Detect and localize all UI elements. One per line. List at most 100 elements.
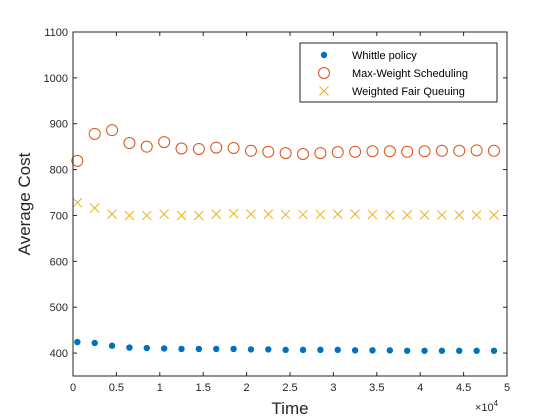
data-point-series-0 <box>473 347 480 354</box>
data-point-series-0 <box>317 346 324 354</box>
data-point-series-2 <box>228 208 239 219</box>
data-point-series-1 <box>106 124 119 137</box>
data-point-series-1 <box>383 145 396 158</box>
data-point-series-1 <box>210 141 223 154</box>
data-point-series-0 <box>282 346 289 354</box>
data-point-series-0 <box>438 347 446 354</box>
data-point-series-2 <box>402 210 413 220</box>
y-tick-label: 500 <box>50 302 68 314</box>
data-point-series-2 <box>315 209 326 220</box>
data-point-series-0 <box>195 345 203 353</box>
data-point-series-2 <box>211 209 222 219</box>
y-tick-label: 1100 <box>44 27 68 39</box>
data-point-series-1 <box>435 144 448 157</box>
y-tick-label: 700 <box>50 210 68 222</box>
x-tick-label: 1 <box>157 382 163 394</box>
data-point-series-1 <box>71 154 84 167</box>
data-point-series-1 <box>401 145 414 158</box>
data-point-series-1 <box>418 145 431 158</box>
data-point-series-2 <box>489 210 499 220</box>
data-point-series-2 <box>159 209 169 219</box>
data-point-series-0 <box>369 347 376 354</box>
data-point-series-0 <box>213 345 220 353</box>
legend-marker <box>320 51 328 59</box>
data-point-series-2 <box>141 210 152 221</box>
data-point-series-1 <box>349 145 362 158</box>
data-point-series-1 <box>227 142 240 155</box>
data-point-series-0 <box>143 344 150 352</box>
data-point-series-1 <box>88 127 101 140</box>
data-point-series-1 <box>297 148 310 161</box>
data-point-series-2 <box>89 203 100 213</box>
data-point-series-0 <box>247 346 255 353</box>
data-marks <box>71 124 500 354</box>
y-tick-label: 1000 <box>44 73 68 85</box>
data-point-series-0 <box>351 347 359 354</box>
data-point-series-1 <box>314 147 327 160</box>
x-tick-label: 0.5 <box>109 382 124 394</box>
x-tick-label: 4.5 <box>456 382 471 394</box>
data-point-series-1 <box>279 147 292 160</box>
data-point-series-0 <box>265 346 272 353</box>
data-point-series-1 <box>366 145 379 158</box>
data-point-series-2 <box>471 210 482 220</box>
data-point-series-1 <box>470 144 483 157</box>
data-point-series-2 <box>124 210 135 221</box>
data-point-series-2 <box>350 209 360 219</box>
data-point-series-0 <box>490 347 498 354</box>
data-point-series-0 <box>126 344 133 351</box>
data-point-series-2 <box>454 210 465 220</box>
x-tick-label: 5 <box>504 382 510 394</box>
x-tick-label: 2 <box>244 382 250 394</box>
axis-ticks: 0 0.5 1 1.5 2 2.5 3 3.5 4 4.5 5 400 500 600 700 800 900 1… <box>44 27 511 394</box>
data-point-series-2 <box>419 210 430 220</box>
data-point-series-1 <box>453 144 466 157</box>
x-tick-label: 3 <box>330 382 336 394</box>
legend-entry-label: Whittle policy <box>352 50 417 62</box>
x-axis-multiplier-exponent: 4 <box>494 399 499 408</box>
x-tick-label: 4 <box>417 382 423 394</box>
data-point-series-1 <box>331 146 344 159</box>
y-tick-label: 600 <box>50 256 68 268</box>
data-point-series-2 <box>298 209 308 220</box>
data-point-series-2 <box>384 210 395 220</box>
data-point-series-2 <box>72 197 83 208</box>
data-point-series-0 <box>403 347 411 354</box>
data-point-series-1 <box>262 145 275 158</box>
x-tick-label: 3.5 <box>369 382 384 394</box>
data-point-series-2 <box>280 209 291 220</box>
x-axis-multiplier: ×104 <box>475 399 499 414</box>
data-point-series-2 <box>176 210 187 221</box>
y-tick-label: 400 <box>50 348 68 360</box>
data-point-series-2 <box>246 209 256 219</box>
x-axis-multiplier-base: ×10 <box>475 402 494 414</box>
data-point-series-1 <box>140 140 153 153</box>
x-axis-label: Time <box>271 399 308 418</box>
x-tick-label: 0 <box>70 382 76 394</box>
y-tick-label: 900 <box>50 119 68 131</box>
data-point-series-0 <box>178 345 185 353</box>
x-tick-label: 2.5 <box>282 382 297 394</box>
data-point-series-2 <box>107 209 117 219</box>
legend-entry-label: Weighted Fair Queuing <box>352 86 465 98</box>
y-axis-label: Average Cost <box>15 152 34 255</box>
legend-box <box>299 42 498 103</box>
legend-marker <box>319 86 329 96</box>
data-point-series-1 <box>158 136 171 149</box>
data-point-series-1 <box>123 136 136 149</box>
data-point-series-2 <box>367 209 378 220</box>
data-point-series-0 <box>74 338 81 346</box>
legend-entry-label: Max-Weight Scheduling <box>352 68 468 80</box>
data-point-series-0 <box>91 339 98 347</box>
data-point-series-0 <box>456 347 463 354</box>
data-point-series-1 <box>175 142 188 155</box>
data-point-series-0 <box>421 347 428 354</box>
data-point-series-1 <box>487 144 500 157</box>
legend: Whittle policy Max-Weight Scheduling Weigh… <box>299 42 498 103</box>
x-tick-label: 1.5 <box>196 382 211 394</box>
data-point-series-0 <box>160 345 168 352</box>
data-point-series-0 <box>299 346 307 354</box>
data-point-series-2 <box>332 209 343 219</box>
data-point-series-2 <box>437 210 447 220</box>
